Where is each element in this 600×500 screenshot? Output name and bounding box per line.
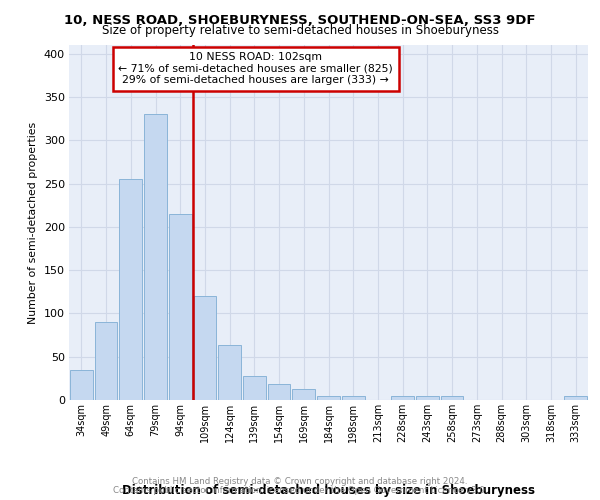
Bar bbox=[292, 388, 315, 400]
Bar bbox=[144, 114, 167, 400]
Bar bbox=[194, 296, 216, 400]
Bar bbox=[243, 376, 266, 400]
Bar bbox=[95, 322, 118, 400]
Bar bbox=[391, 396, 414, 400]
Bar bbox=[119, 179, 142, 400]
Text: Size of property relative to semi-detached houses in Shoeburyness: Size of property relative to semi-detach… bbox=[101, 24, 499, 37]
Text: 10, NESS ROAD, SHOEBURYNESS, SOUTHEND-ON-SEA, SS3 9DF: 10, NESS ROAD, SHOEBURYNESS, SOUTHEND-ON… bbox=[64, 14, 536, 27]
Bar bbox=[268, 384, 290, 400]
X-axis label: Distribution of semi-detached houses by size in Shoeburyness: Distribution of semi-detached houses by … bbox=[122, 484, 535, 497]
Text: Contains public sector information licensed under the Open Government Licence v3: Contains public sector information licen… bbox=[113, 486, 487, 495]
Bar bbox=[441, 396, 463, 400]
Bar bbox=[218, 346, 241, 400]
Bar bbox=[342, 396, 365, 400]
Bar bbox=[317, 396, 340, 400]
Y-axis label: Number of semi-detached properties: Number of semi-detached properties bbox=[28, 122, 38, 324]
Bar bbox=[416, 396, 439, 400]
Bar bbox=[70, 370, 93, 400]
Bar bbox=[169, 214, 191, 400]
Bar bbox=[564, 396, 587, 400]
Text: Contains HM Land Registry data © Crown copyright and database right 2024.: Contains HM Land Registry data © Crown c… bbox=[132, 477, 468, 486]
Text: 10 NESS ROAD: 102sqm
← 71% of semi-detached houses are smaller (825)
29% of semi: 10 NESS ROAD: 102sqm ← 71% of semi-detac… bbox=[118, 52, 393, 86]
